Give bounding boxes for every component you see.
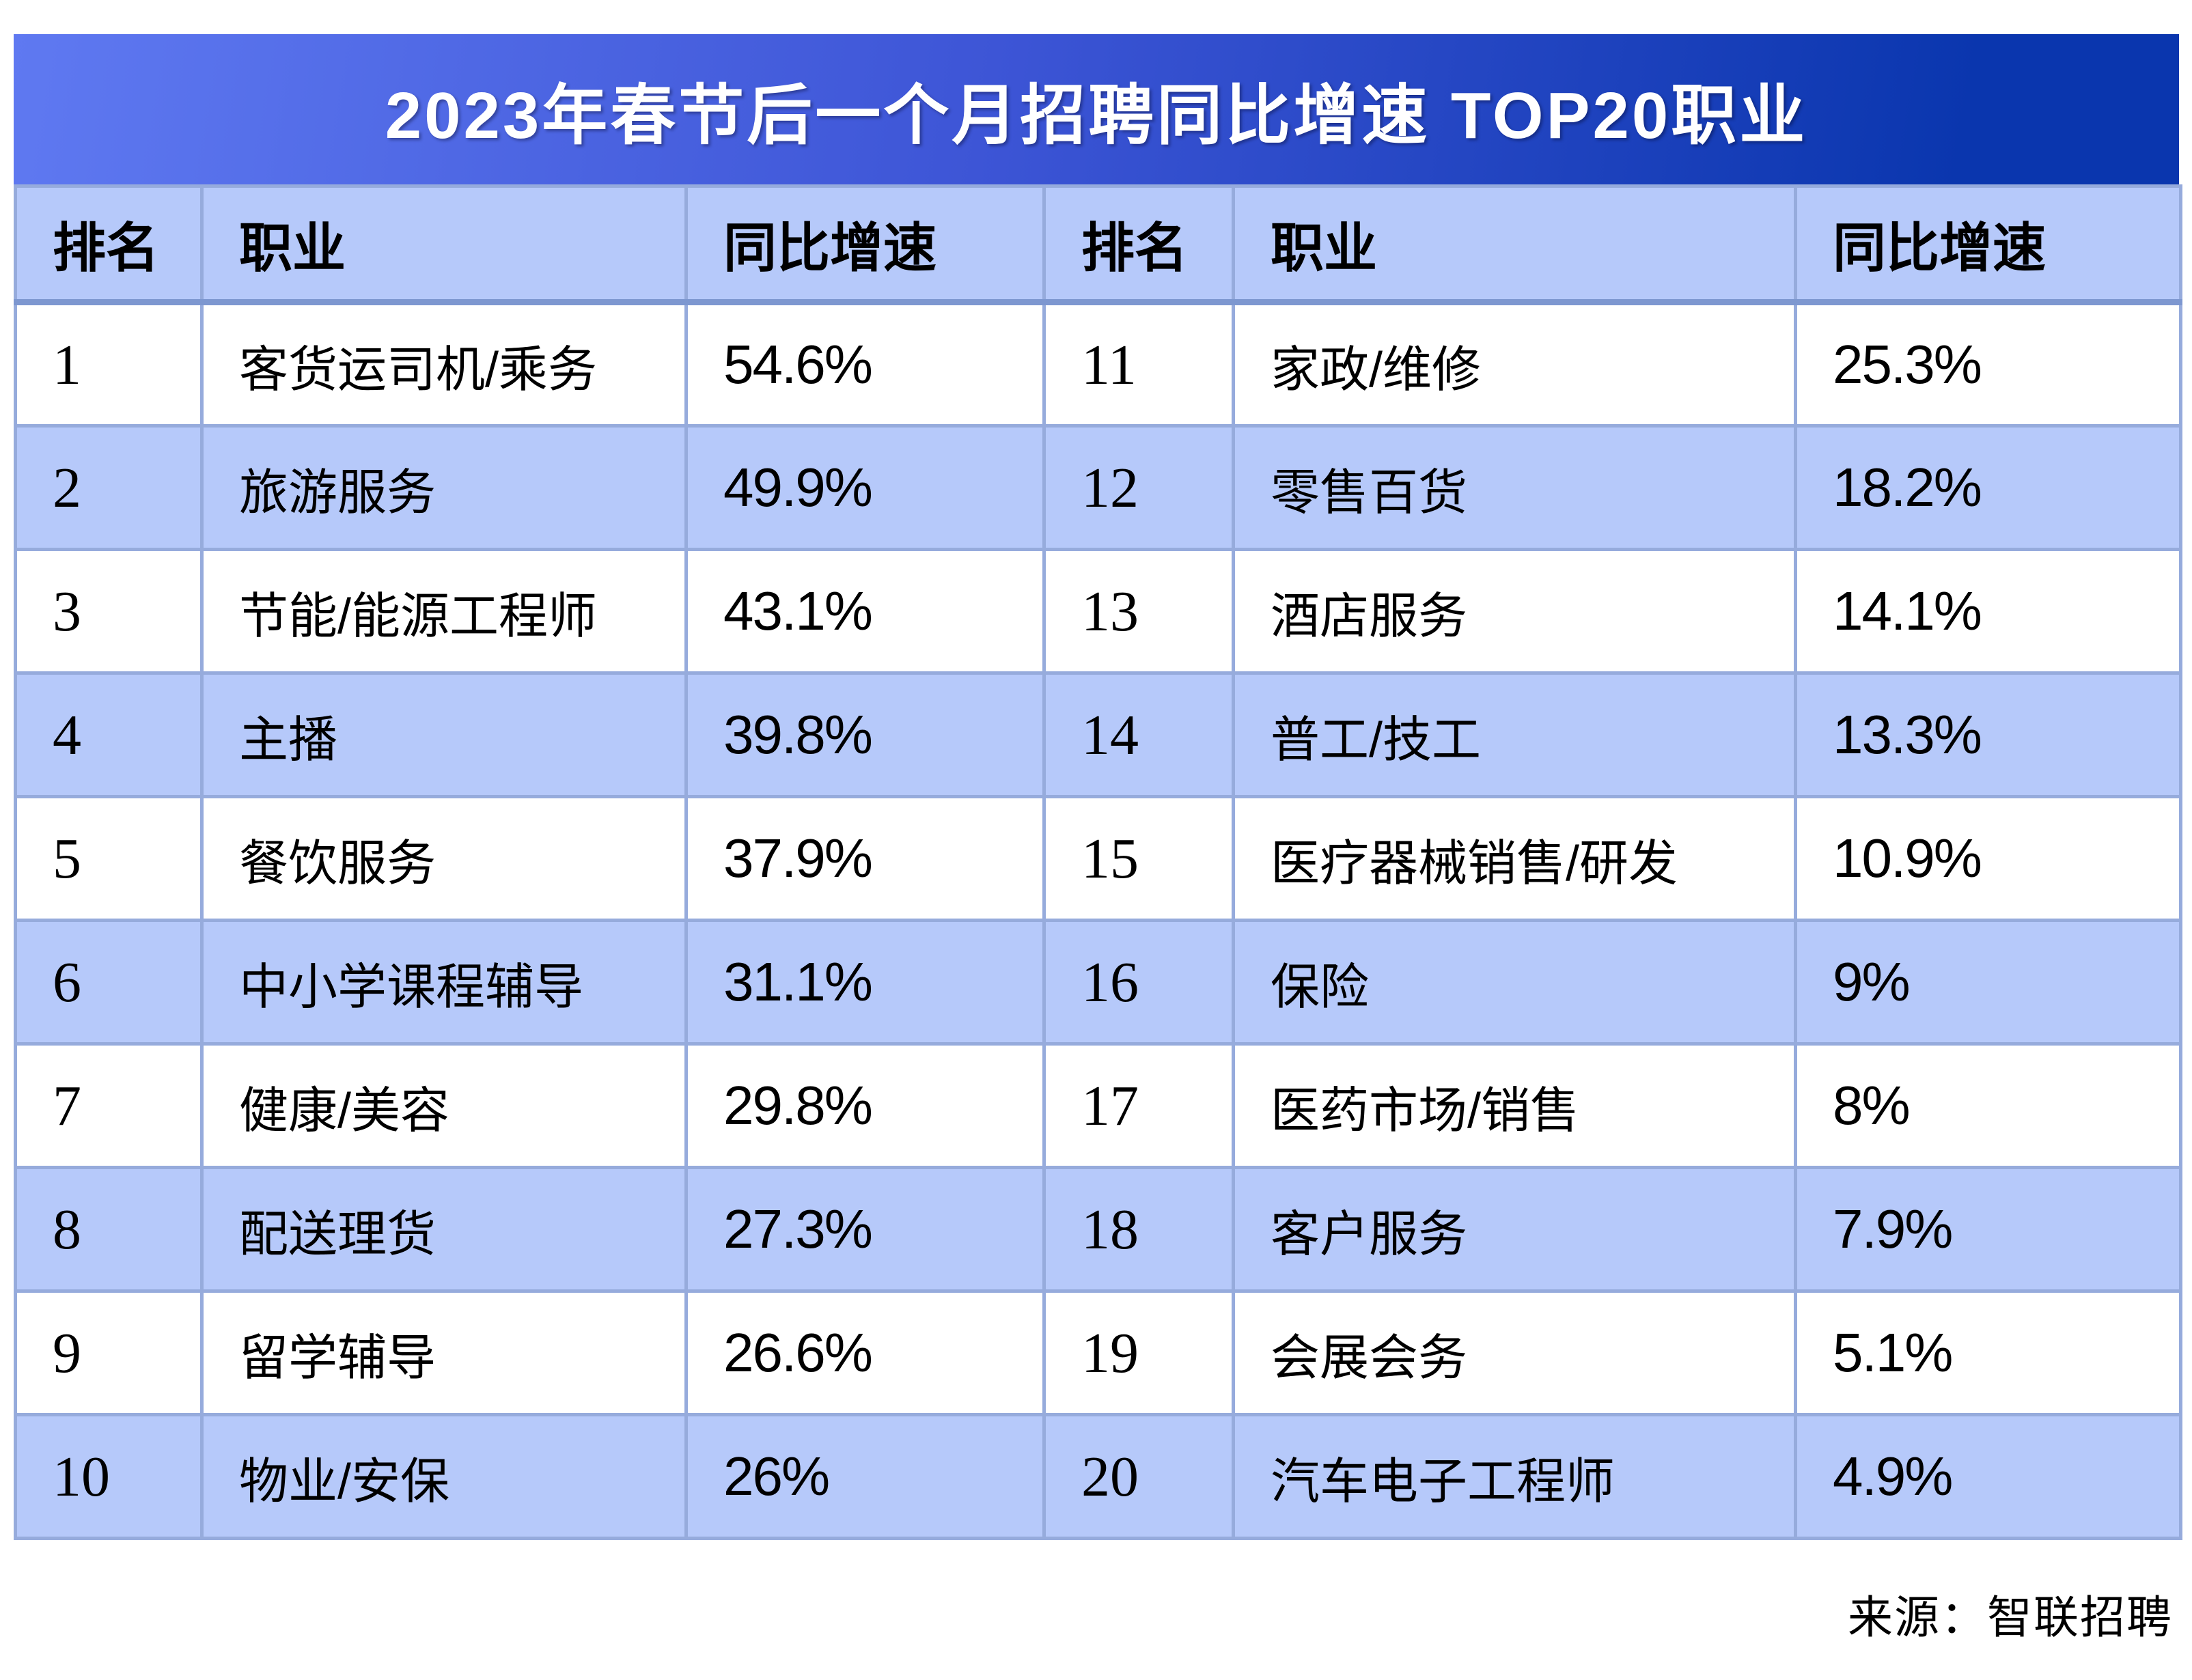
occupation-cell: 客户服务 <box>1232 1166 1797 1293</box>
occupation-cell: 家政/维修 <box>1232 300 1797 428</box>
header-occupation-left: 职业 <box>200 184 688 305</box>
occupation-cell: 医药市场/销售 <box>1232 1042 1797 1169</box>
occupation-cell: 客货运司机/乘务 <box>200 300 688 428</box>
growth-cell: 14.1% <box>1794 548 2182 675</box>
header-rank-left: 排名 <box>14 184 204 305</box>
rank-cell: 12 <box>1042 424 1235 551</box>
table-row: 4 主播 39.8% 14 普工/技工 13.3% <box>14 671 2182 798</box>
rank-cell: 17 <box>1042 1042 1235 1169</box>
rank-cell: 20 <box>1042 1413 1235 1540</box>
growth-cell: 4.9% <box>1794 1413 2182 1540</box>
rank-cell: 10 <box>14 1413 204 1540</box>
table-row: 9 留学辅导 26.6% 19 会展会务 5.1% <box>14 1289 2182 1416</box>
occupation-cell: 主播 <box>200 671 688 798</box>
occupation-cell: 节能/能源工程师 <box>200 548 688 675</box>
growth-cell: 37.9% <box>684 795 1046 922</box>
occupation-cell: 会展会务 <box>1232 1289 1797 1416</box>
growth-cell: 25.3% <box>1794 300 2182 428</box>
header-growth-left: 同比增速 <box>684 184 1046 305</box>
growth-cell: 9% <box>1794 919 2182 1046</box>
header-growth-right: 同比增速 <box>1794 184 2182 305</box>
occupation-cell: 汽车电子工程师 <box>1232 1413 1797 1540</box>
occupation-cell: 零售百货 <box>1232 424 1797 551</box>
rank-cell: 3 <box>14 548 204 675</box>
table-row: 7 健康/美容 29.8% 17 医药市场/销售 8% <box>14 1042 2182 1169</box>
rank-cell: 1 <box>14 300 204 428</box>
source-note: 来源：智联招聘 <box>1848 1592 2173 1642</box>
occupation-cell: 普工/技工 <box>1232 671 1797 798</box>
growth-cell: 43.1% <box>684 548 1046 675</box>
table-row: 3 节能/能源工程师 43.1% 13 酒店服务 14.1% <box>14 548 2182 675</box>
title-bar: 2023年春节后一个月招聘同比增速 TOP20职业 <box>14 34 2179 184</box>
growth-cell: 7.9% <box>1794 1166 2182 1293</box>
rank-cell: 5 <box>14 795 204 922</box>
occupation-cell: 保险 <box>1232 919 1797 1046</box>
growth-cell: 18.2% <box>1794 424 2182 551</box>
rank-cell: 9 <box>14 1289 204 1416</box>
growth-cell: 49.9% <box>684 424 1046 551</box>
growth-cell: 39.8% <box>684 671 1046 798</box>
rank-cell: 6 <box>14 919 204 1046</box>
table-row: 1 客货运司机/乘务 54.6% 11 家政/维修 25.3% <box>14 300 2182 428</box>
header-rank-right: 排名 <box>1042 184 1235 305</box>
rank-cell: 11 <box>1042 300 1235 428</box>
rank-cell: 15 <box>1042 795 1235 922</box>
occupation-cell: 医疗器械销售/研发 <box>1232 795 1797 922</box>
rank-cell: 13 <box>1042 548 1235 675</box>
table-header: 排名 职业 同比增速 排名 职业 同比增速 <box>14 184 2182 305</box>
table-row: 6 中小学课程辅导 31.1% 16 保险 9% <box>14 919 2182 1046</box>
header-row: 排名 职业 同比增速 排名 职业 同比增速 <box>14 184 2182 305</box>
occupation-cell: 物业/安保 <box>200 1413 688 1540</box>
occupation-cell: 旅游服务 <box>200 424 688 551</box>
page-title: 2023年春节后一个月招聘同比增速 TOP20职业 <box>385 79 1808 152</box>
table-row: 8 配送理货 27.3% 18 客户服务 7.9% <box>14 1166 2182 1293</box>
growth-cell: 29.8% <box>684 1042 1046 1169</box>
table-row: 5 餐饮服务 37.9% 15 医疗器械销售/研发 10.9% <box>14 795 2182 922</box>
table-row: 10 物业/安保 26% 20 汽车电子工程师 4.9% <box>14 1413 2182 1540</box>
rank-cell: 2 <box>14 424 204 551</box>
rank-cell: 14 <box>1042 671 1235 798</box>
rank-cell: 4 <box>14 671 204 798</box>
occupation-cell: 中小学课程辅导 <box>200 919 688 1046</box>
occupation-cell: 留学辅导 <box>200 1289 688 1416</box>
growth-cell: 26% <box>684 1413 1046 1540</box>
rank-cell: 8 <box>14 1166 204 1293</box>
rank-cell: 18 <box>1042 1166 1235 1293</box>
header-occupation-right: 职业 <box>1232 184 1797 305</box>
occupation-cell: 餐饮服务 <box>200 795 688 922</box>
growth-cell: 31.1% <box>684 919 1046 1046</box>
table-body: 1 客货运司机/乘务 54.6% 11 家政/维修 25.3% 2 旅游服务 4… <box>14 300 2182 1540</box>
growth-cell: 10.9% <box>1794 795 2182 922</box>
growth-cell: 26.6% <box>684 1289 1046 1416</box>
occupation-cell: 健康/美容 <box>200 1042 688 1169</box>
occupation-cell: 酒店服务 <box>1232 548 1797 675</box>
rank-cell: 7 <box>14 1042 204 1169</box>
growth-cell: 54.6% <box>684 300 1046 428</box>
growth-cell: 27.3% <box>684 1166 1046 1293</box>
occupation-cell: 配送理货 <box>200 1166 688 1293</box>
growth-cell: 8% <box>1794 1042 2182 1169</box>
rank-cell: 16 <box>1042 919 1235 1046</box>
table-row: 2 旅游服务 49.9% 12 零售百货 18.2% <box>14 424 2182 551</box>
growth-cell: 13.3% <box>1794 671 2182 798</box>
growth-cell: 5.1% <box>1794 1289 2182 1416</box>
top20-table: 排名 职业 同比增速 排名 职业 同比增速 1 客货运司机/乘务 54.6% 1… <box>14 184 2182 1540</box>
rank-cell: 19 <box>1042 1289 1235 1416</box>
